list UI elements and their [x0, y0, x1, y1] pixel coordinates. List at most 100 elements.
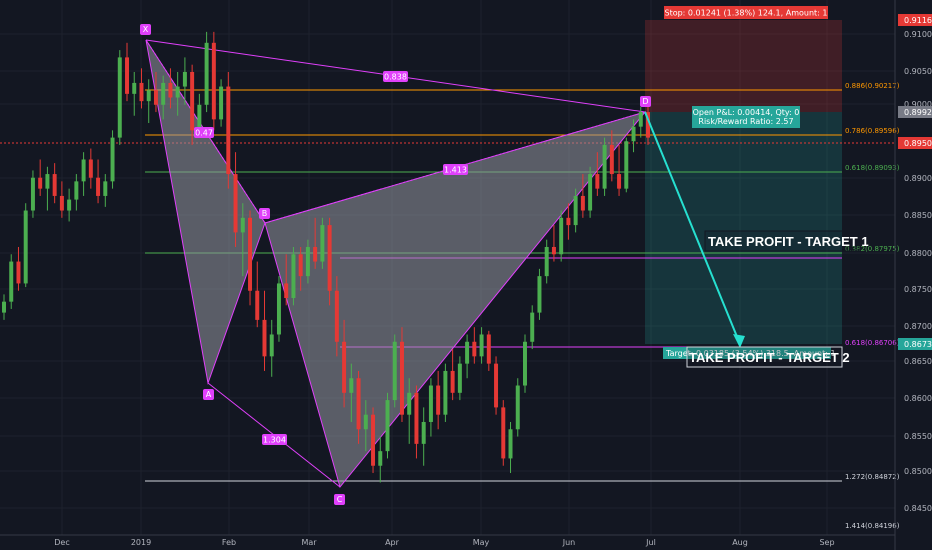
candle-body[interactable]: [631, 126, 636, 142]
ratio-badge-0838[interactable]: 0.838: [383, 71, 408, 82]
candle-body[interactable]: [530, 312, 535, 342]
candle-body[interactable]: [2, 301, 6, 313]
candle-body[interactable]: [197, 104, 202, 131]
candle-body[interactable]: [436, 385, 441, 415]
candle-body[interactable]: [588, 174, 593, 211]
candle-body[interactable]: [139, 82, 144, 102]
candle-body[interactable]: [204, 42, 209, 105]
ratio-badge-1304[interactable]: 1.304: [262, 434, 287, 445]
candle-body[interactable]: [378, 451, 383, 466]
candle-body[interactable]: [305, 246, 310, 277]
candle-body[interactable]: [59, 195, 64, 211]
candle-body[interactable]: [508, 429, 513, 459]
candle-body[interactable]: [88, 159, 93, 178]
stop-zone[interactable]: [645, 20, 842, 112]
candle-body[interactable]: [566, 217, 571, 226]
candle-body[interactable]: [175, 86, 180, 98]
candle-body[interactable]: [450, 370, 455, 393]
candle-body[interactable]: [421, 421, 426, 444]
candle-body[interactable]: [551, 246, 556, 255]
candle-body[interactable]: [110, 137, 115, 182]
time-axis[interactable]: Dec 2019 Feb Mar Apr May Jun Jul Aug Sep: [0, 534, 895, 547]
candle-body[interactable]: [30, 177, 35, 211]
candle-body[interactable]: [617, 174, 622, 189]
candle-body[interactable]: [52, 174, 57, 196]
candle-body[interactable]: [96, 177, 101, 196]
candle-body[interactable]: [479, 334, 484, 357]
candle-body[interactable]: [392, 341, 397, 401]
point-d-badge[interactable]: D: [640, 96, 651, 107]
candle-body[interactable]: [638, 112, 643, 127]
candle-body[interactable]: [153, 90, 158, 105]
candle-body[interactable]: [334, 290, 339, 342]
candle-body[interactable]: [146, 90, 151, 102]
candle-body[interactable]: [522, 341, 527, 386]
candle-body[interactable]: [537, 276, 542, 313]
candle-body[interactable]: [182, 71, 187, 87]
candle-body[interactable]: [23, 210, 28, 284]
candle-body[interactable]: [16, 261, 21, 284]
candle-body[interactable]: [276, 283, 281, 335]
candle-body[interactable]: [342, 341, 347, 393]
candle-body[interactable]: [284, 283, 289, 299]
candle-body[interactable]: [125, 57, 130, 94]
candle-body[interactable]: [67, 199, 72, 211]
candle-body[interactable]: [443, 370, 448, 415]
candle-body[interactable]: [74, 181, 79, 200]
candle-body[interactable]: [356, 378, 361, 430]
candle-body[interactable]: [595, 174, 600, 189]
candle-body[interactable]: [291, 254, 296, 299]
candle-body[interactable]: [646, 112, 650, 138]
candle-body[interactable]: [573, 195, 578, 226]
candle-body[interactable]: [219, 86, 224, 120]
ratio-badge-1413[interactable]: 1.413: [443, 164, 468, 175]
candle-body[interactable]: [211, 42, 216, 120]
candle-body[interactable]: [385, 400, 390, 452]
candle-body[interactable]: [262, 319, 267, 357]
candle-body[interactable]: [399, 341, 404, 415]
candle-body[interactable]: [349, 378, 354, 393]
candle-body[interactable]: [45, 174, 50, 189]
candle-body[interactable]: [9, 261, 14, 302]
point-x-badge[interactable]: X: [140, 24, 151, 35]
candle-body[interactable]: [465, 341, 470, 364]
candle-body[interactable]: [494, 363, 499, 408]
stop-label-box[interactable]: Stop: 0.01241 (1.38%) 124.1, Amount: 1: [664, 6, 828, 19]
candle-body[interactable]: [313, 246, 318, 262]
candle-body[interactable]: [81, 159, 86, 182]
candle-body[interactable]: [624, 141, 629, 189]
candle-body[interactable]: [269, 334, 274, 357]
ratio-badge-047[interactable]: 0.47: [194, 127, 214, 138]
candle-body[interactable]: [501, 407, 506, 459]
take-profit-1-box[interactable]: TAKE PROFIT - TARGET 1: [704, 230, 869, 252]
candle-body[interactable]: [298, 254, 303, 277]
candle-body[interactable]: [515, 385, 520, 430]
candle-body[interactable]: [248, 217, 253, 291]
candle-body[interactable]: [428, 385, 433, 422]
candle-body[interactable]: [226, 86, 231, 175]
candle-body[interactable]: [363, 414, 368, 430]
candle-body[interactable]: [38, 177, 43, 189]
candle-body[interactable]: [168, 82, 173, 98]
point-a-badge[interactable]: A: [203, 389, 214, 400]
candle-body[interactable]: [190, 71, 195, 131]
candle-body[interactable]: [602, 144, 607, 189]
candle-body[interactable]: [371, 414, 376, 466]
pnl-box[interactable]: Open P&L: 0.00414, Qty: 0 Risk/Reward Ra…: [692, 106, 800, 128]
candle-body[interactable]: [414, 392, 419, 444]
candle-body[interactable]: [255, 290, 260, 320]
candle-body[interactable]: [580, 195, 585, 211]
candle-body[interactable]: [320, 225, 325, 262]
candle-body[interactable]: [559, 217, 564, 255]
candle-body[interactable]: [161, 82, 166, 105]
candle-body[interactable]: [486, 334, 491, 364]
projection-arrow[interactable]: [644, 111, 741, 345]
candle-body[interactable]: [544, 246, 549, 277]
take-profit-2-box[interactable]: TAKE PROFIT - TARGET 2: [686, 346, 850, 368]
candle-body[interactable]: [240, 217, 245, 233]
candle-body[interactable]: [457, 363, 462, 393]
candle-body[interactable]: [233, 174, 238, 233]
point-c-badge[interactable]: C: [334, 494, 345, 505]
